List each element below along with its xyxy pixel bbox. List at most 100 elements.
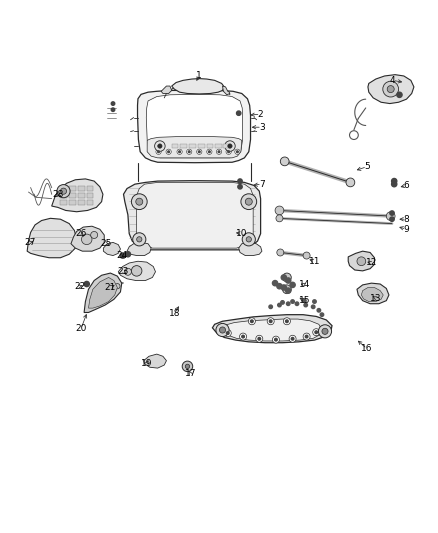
Circle shape	[281, 285, 286, 290]
Text: 9: 9	[403, 225, 410, 234]
Text: 10: 10	[236, 229, 247, 238]
Circle shape	[225, 141, 235, 151]
Text: 23: 23	[118, 267, 129, 276]
Polygon shape	[84, 273, 122, 312]
Circle shape	[245, 198, 252, 205]
Circle shape	[269, 305, 272, 309]
Polygon shape	[127, 243, 151, 255]
Circle shape	[188, 151, 190, 152]
Bar	[78, 193, 85, 198]
Circle shape	[197, 149, 202, 155]
Bar	[215, 144, 222, 148]
Circle shape	[179, 151, 180, 152]
Circle shape	[84, 281, 89, 287]
Circle shape	[124, 268, 131, 275]
Circle shape	[303, 299, 306, 302]
Circle shape	[311, 305, 315, 309]
Polygon shape	[212, 314, 332, 343]
Circle shape	[256, 335, 263, 342]
Circle shape	[228, 151, 230, 152]
Circle shape	[387, 86, 394, 93]
Circle shape	[392, 179, 397, 184]
Circle shape	[280, 157, 289, 166]
Circle shape	[286, 302, 290, 305]
Circle shape	[125, 252, 131, 257]
Circle shape	[224, 329, 231, 336]
Circle shape	[246, 237, 251, 242]
Circle shape	[237, 111, 241, 115]
Polygon shape	[221, 319, 322, 341]
Circle shape	[120, 253, 125, 258]
Circle shape	[155, 141, 165, 151]
Circle shape	[115, 284, 120, 289]
Circle shape	[131, 194, 147, 209]
Circle shape	[57, 184, 70, 198]
Polygon shape	[147, 136, 242, 158]
Circle shape	[187, 149, 192, 155]
Circle shape	[320, 313, 324, 317]
Circle shape	[251, 320, 253, 322]
Polygon shape	[138, 91, 251, 163]
Text: 11: 11	[309, 257, 320, 266]
Circle shape	[281, 301, 284, 304]
Polygon shape	[348, 251, 374, 271]
Text: 1: 1	[196, 71, 202, 80]
Circle shape	[248, 318, 255, 325]
Bar	[69, 193, 76, 198]
Text: 16: 16	[361, 344, 373, 353]
Polygon shape	[239, 243, 262, 255]
Polygon shape	[88, 278, 117, 308]
Bar	[60, 200, 67, 205]
Circle shape	[269, 320, 272, 322]
Circle shape	[276, 215, 283, 222]
Polygon shape	[146, 94, 243, 158]
Bar	[60, 186, 67, 191]
Circle shape	[241, 194, 257, 209]
Circle shape	[133, 233, 146, 246]
Bar	[172, 144, 178, 148]
Circle shape	[286, 278, 291, 283]
Circle shape	[136, 198, 143, 205]
Circle shape	[219, 327, 226, 333]
Text: 27: 27	[24, 238, 35, 247]
Circle shape	[237, 151, 238, 152]
Bar	[223, 144, 229, 148]
Text: 20: 20	[75, 324, 87, 333]
Circle shape	[238, 184, 242, 189]
Bar	[78, 186, 85, 191]
Circle shape	[313, 329, 320, 336]
Circle shape	[218, 151, 220, 152]
Circle shape	[272, 280, 278, 286]
Circle shape	[207, 149, 212, 155]
Circle shape	[322, 328, 328, 334]
Circle shape	[166, 149, 171, 155]
Circle shape	[313, 300, 316, 303]
Polygon shape	[361, 287, 383, 302]
Text: 13: 13	[370, 294, 381, 303]
Text: 5: 5	[364, 162, 370, 171]
Text: 24: 24	[116, 251, 127, 260]
Circle shape	[226, 149, 231, 155]
Circle shape	[258, 337, 261, 340]
Text: 3: 3	[259, 123, 265, 132]
Bar	[207, 144, 213, 148]
Bar	[189, 144, 196, 148]
Circle shape	[291, 337, 294, 340]
Circle shape	[303, 252, 310, 259]
Text: 17: 17	[185, 369, 196, 378]
Polygon shape	[27, 219, 77, 258]
Circle shape	[158, 151, 159, 152]
Circle shape	[272, 336, 279, 343]
Polygon shape	[161, 86, 172, 93]
Circle shape	[228, 144, 232, 148]
Circle shape	[208, 151, 210, 152]
Polygon shape	[223, 86, 230, 95]
Circle shape	[283, 285, 291, 294]
Circle shape	[390, 217, 394, 221]
Polygon shape	[124, 181, 261, 250]
Polygon shape	[118, 261, 155, 280]
Circle shape	[177, 149, 182, 155]
Circle shape	[318, 325, 332, 338]
Bar	[69, 186, 76, 191]
Text: 12: 12	[366, 259, 377, 268]
